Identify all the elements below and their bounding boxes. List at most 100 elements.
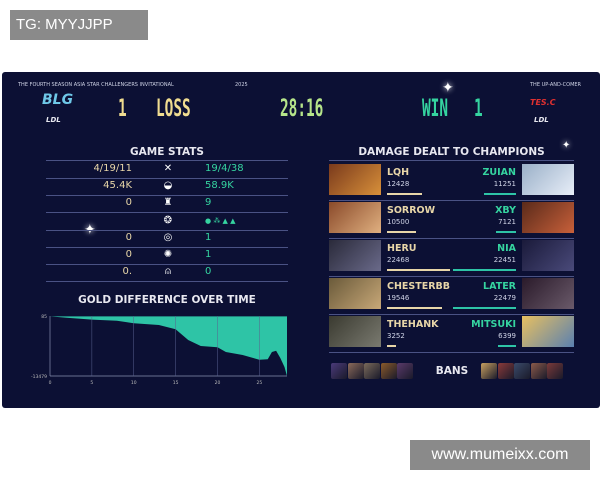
gold-difference-chart: 0 5 10 15 20 25 85 -13479	[31, 314, 287, 386]
left-player-name: CHESTERBB	[387, 281, 451, 292]
stats-divider	[46, 195, 288, 197]
stats-divider	[46, 281, 288, 283]
left-player-name: THEHANK	[387, 319, 439, 330]
damage-title: DAMAGE DEALT TO CHAMPIONS	[358, 146, 545, 158]
right-caption: THE UP-AND-COMER	[530, 82, 582, 88]
star-decoration-icon: ✦	[562, 140, 571, 151]
watermark-bottom: www.mumeixx.com	[410, 440, 590, 470]
right-ban-portrait	[514, 363, 530, 379]
gold-chart-title: GOLD DIFFERENCE OVER TIME	[78, 294, 256, 306]
stats-divider	[46, 264, 288, 265]
right-champion-portrait	[522, 164, 574, 195]
left-damage-value: 22468	[387, 256, 410, 264]
game-stats-title: GAME STATS	[130, 146, 204, 158]
damage-divider	[329, 160, 574, 161]
damage-row: HERU 22468 NIA 22451	[329, 240, 574, 275]
x-tick-label: 5	[90, 380, 93, 386]
damage-divider	[329, 276, 574, 277]
y-tick-label: -13479	[31, 374, 47, 380]
left-ban-portrait	[397, 363, 413, 379]
gold-icon: ◒	[163, 180, 173, 192]
left-team-logo: BLG	[42, 92, 74, 108]
left-damage-bar	[387, 269, 450, 271]
right-ban-portrait	[497, 363, 514, 379]
damage-row: SORROW 10500 XBY 7121	[329, 202, 574, 237]
left-player-name: SORROW	[387, 205, 436, 216]
left-damage-bar	[387, 231, 417, 233]
event-title: THE FOURTH SEASON ASIA STAR CHALLENGERS …	[18, 82, 174, 88]
stat-right-value: 19/4/38	[205, 163, 244, 174]
left-champion-portrait	[329, 316, 381, 347]
y-tick-label: 85	[41, 314, 47, 320]
scoreboard-panel: ✦ ✦ ✦ THE FOURTH SEASON ASIA STAR CHALLE…	[2, 72, 600, 408]
damage-divider	[329, 200, 574, 201]
stats-divider	[46, 212, 288, 214]
left-champion-portrait	[329, 278, 381, 309]
left-damage-value: 10500	[387, 218, 410, 226]
kda-swords-icon: ✕	[163, 163, 173, 174]
stat-right-value: 0	[205, 266, 212, 278]
left-damage-bar	[387, 345, 397, 347]
left-ban-portrait	[347, 363, 364, 379]
left-damage-bar	[387, 193, 422, 195]
left-player-name: HERU	[387, 243, 417, 254]
right-champion-portrait	[522, 202, 574, 233]
left-damage-value: 19546	[387, 294, 410, 302]
right-team-logo: TES.C	[530, 98, 556, 107]
x-tick-label: 10	[131, 380, 137, 386]
right-champion-portrait	[522, 278, 574, 309]
right-player-name: NIA	[497, 243, 516, 254]
herald-icon: ◎	[163, 231, 173, 243]
right-damage-bar	[453, 307, 516, 309]
left-champion-portrait	[329, 202, 381, 233]
star-decoration-icon: ✦	[442, 80, 454, 96]
right-damage-value: 7121	[498, 218, 516, 226]
stat-right-value: ● ⁂ ▲ ▲	[205, 216, 236, 225]
left-champion-portrait	[329, 240, 381, 271]
left-ban-portrait	[331, 363, 347, 379]
damage-row: CHESTERBB 19546 LATER 22479	[329, 278, 574, 313]
stat-left-value: 0	[125, 249, 132, 260]
right-result: WIN	[422, 94, 449, 122]
bans-label: BANS	[435, 365, 469, 377]
right-damage-bar	[496, 231, 516, 233]
x-tick-label: 20	[215, 380, 221, 386]
left-league-logo: LDL	[46, 116, 61, 124]
gold-area	[50, 316, 287, 376]
right-champion-portrait	[522, 316, 574, 347]
stat-left-value: 0.	[122, 266, 132, 278]
game-duration: 28:16	[280, 94, 324, 122]
left-damage-value: 12428	[387, 180, 410, 188]
damage-divider	[329, 238, 574, 239]
watermark-top: TG: MYYJJPP	[10, 10, 148, 40]
right-damage-bar	[498, 345, 516, 347]
stat-right-value: 58.9K	[205, 180, 234, 192]
right-player-name: XBY	[495, 205, 516, 216]
stat-left-value: 4/19/11	[93, 163, 132, 174]
left-ban-portrait	[364, 363, 380, 379]
right-ban-portrait	[481, 363, 497, 379]
damage-divider	[329, 352, 574, 353]
left-ban-portrait	[380, 363, 397, 379]
baron-icon: ✺	[163, 249, 173, 260]
damage-row: THEHANK 3252 MITSUKI 6399	[329, 316, 574, 351]
right-champion-portrait	[522, 240, 574, 271]
left-damage-bar	[387, 307, 442, 309]
stats-divider	[46, 246, 288, 248]
stat-left-value: 0	[125, 197, 132, 209]
right-damage-value: 22479	[493, 294, 516, 302]
right-league-logo: LDL	[534, 116, 549, 124]
right-ban-portrait	[530, 363, 547, 379]
left-result: LOSS	[156, 94, 191, 122]
x-tick-label: 15	[173, 380, 179, 386]
right-damage-value: 6399	[498, 332, 516, 340]
stat-right-value: 1	[205, 231, 212, 243]
tower-icon: ♜	[163, 197, 173, 209]
dragon-icon: ❂	[163, 214, 173, 226]
right-player-name: ZUIAN	[482, 167, 516, 178]
x-tick-label: 0	[49, 380, 52, 386]
stat-right-value: 1	[205, 249, 212, 260]
damage-row: LQH 12428 ZUIAN 11251	[329, 164, 574, 199]
right-damage-bar	[484, 193, 516, 195]
right-score: 1	[474, 94, 483, 122]
